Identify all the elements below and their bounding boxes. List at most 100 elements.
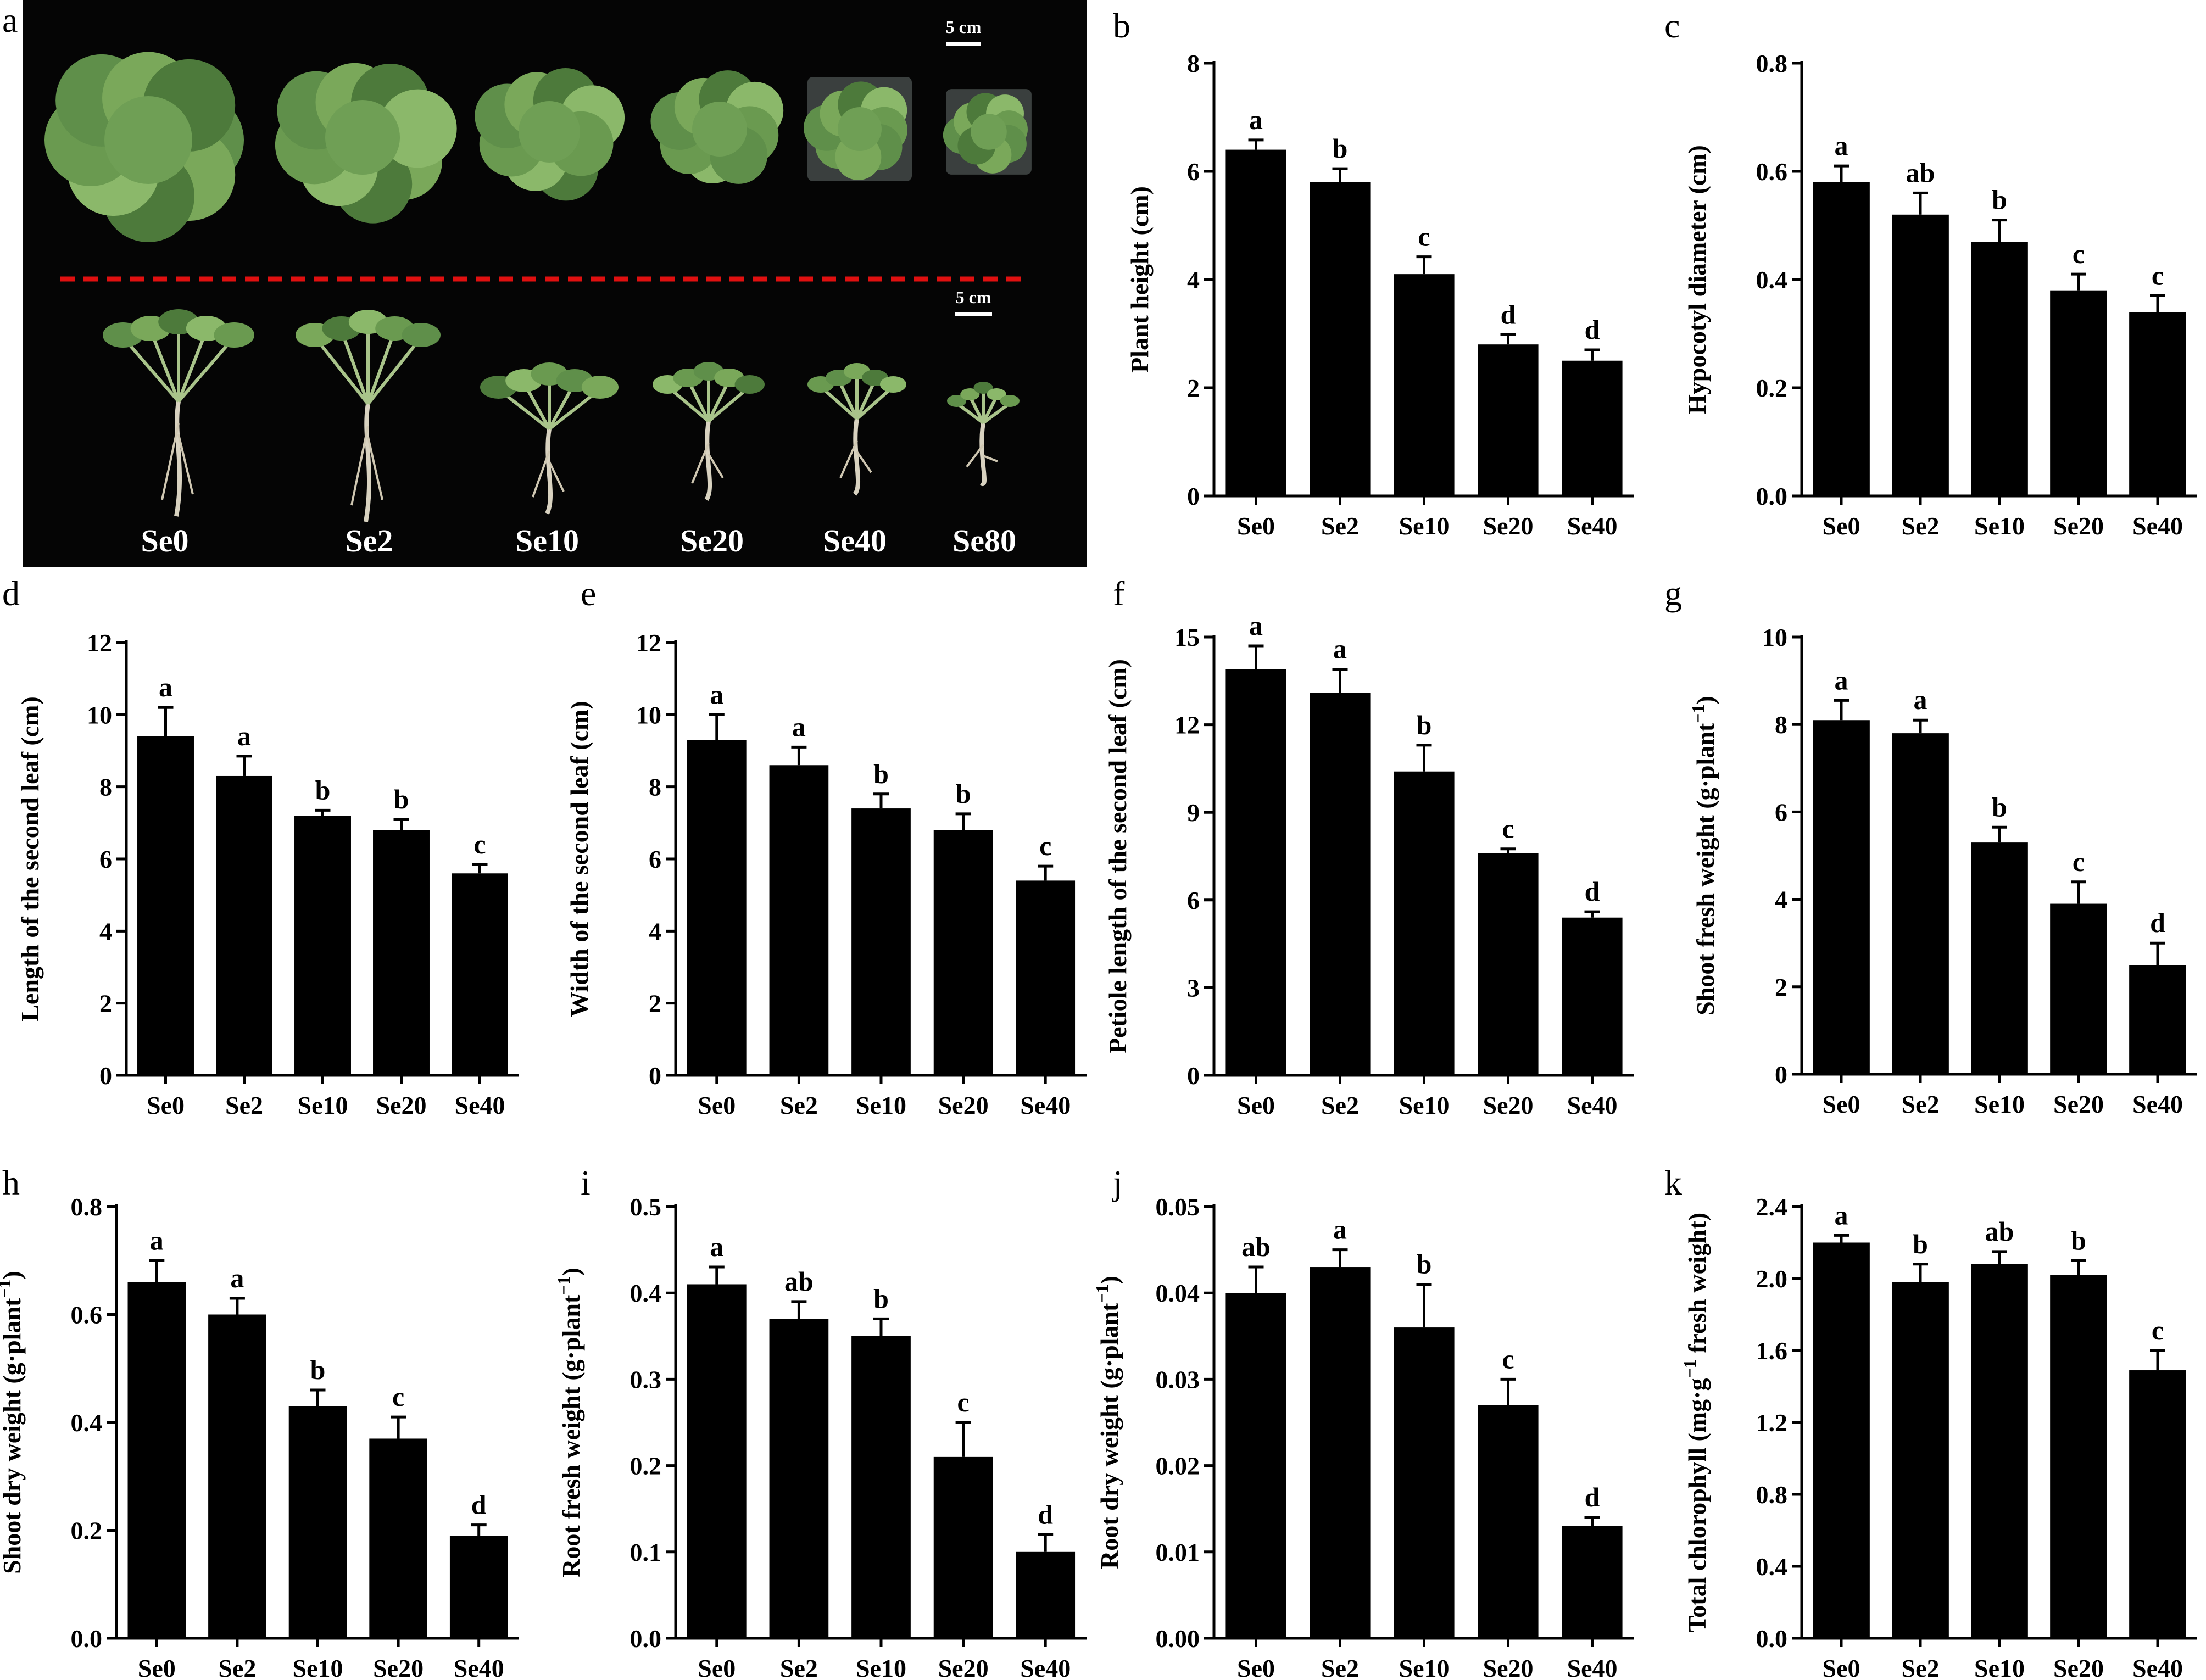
- significance-letter: d: [2150, 907, 2165, 938]
- y-tick-label: 0.03: [1156, 1365, 1200, 1393]
- bar-se2: [1892, 733, 1949, 1074]
- root-hairs: [966, 444, 998, 468]
- y-tick-label: 8: [649, 773, 661, 801]
- root: [704, 421, 712, 501]
- x-tick-label: Se40: [2132, 1654, 2183, 1680]
- y-tick-label: 0.04: [1156, 1279, 1200, 1307]
- x-tick-label: Se0: [1823, 1654, 1860, 1680]
- panel-a-photo: a 5 cm 5 cm Se0 Se2 Se10 Se20 Se40 Se80: [2, 0, 1087, 567]
- x-tick-label: Se0: [1237, 1654, 1275, 1680]
- significance-letter: a: [1835, 130, 1848, 161]
- x-tick-label: Se40: [1020, 1654, 1071, 1680]
- significance-letter: d: [1585, 876, 1600, 907]
- y-tick-label: 0: [1775, 1061, 1787, 1089]
- x-tick-label: Se10: [1974, 1654, 2025, 1680]
- significance-letter: b: [394, 784, 409, 814]
- significance-letter: b: [873, 1283, 889, 1314]
- leaf: [519, 101, 580, 163]
- y-tick-label: 2: [99, 990, 112, 1018]
- bar-se40: [1562, 917, 1623, 1075]
- y-tick-label: 0.8: [71, 1193, 103, 1221]
- y-tick-label: 0: [1187, 1062, 1200, 1090]
- y-tick-label: 6: [649, 845, 661, 873]
- bar-se40: [1016, 1551, 1076, 1638]
- chart-h: h 0.0 0.2 0.4 0.6 0.8 Shoot dry weight (g·plan…: [0, 1163, 519, 1680]
- bar-se0: [687, 740, 747, 1075]
- bar-se0: [1813, 1242, 1870, 1638]
- y-tick-label: 0.0: [71, 1625, 103, 1653]
- panel-letter-c: c: [1664, 6, 1680, 45]
- significance-letter: b: [315, 774, 331, 805]
- significance-letter: d: [1585, 1482, 1600, 1512]
- y-tick-label: 2: [1775, 973, 1787, 1001]
- petiole: [982, 395, 998, 424]
- x-tick-label: Se40: [2132, 1090, 2183, 1118]
- significance-letter: d: [471, 1489, 487, 1520]
- root: [364, 403, 372, 522]
- significance-letter: c: [473, 829, 486, 859]
- bar-se0: [1225, 669, 1286, 1075]
- leaf: [402, 323, 441, 347]
- bar-se2: [769, 765, 829, 1075]
- x-tick-label: Se2: [1902, 512, 1940, 540]
- leaf: [1000, 395, 1020, 407]
- petiole: [837, 379, 859, 420]
- bar-se20: [933, 830, 993, 1075]
- scale-label-bottom: 5 cm: [956, 287, 991, 307]
- significance-letter: b: [1417, 710, 1432, 740]
- leaf: [325, 100, 400, 175]
- x-tick-label: Se0: [147, 1091, 185, 1119]
- y-tick-label: 4: [1775, 886, 1787, 914]
- chart-c: c 0.0 0.2 0.4 0.6 0.8 Hypocotyl diameter (cm) a…: [1664, 6, 2197, 540]
- bar-se20: [1478, 344, 1539, 496]
- photo-label-se0: Se0: [141, 523, 189, 559]
- leaf: [734, 375, 765, 394]
- x-tick-label: Se40: [1020, 1091, 1071, 1119]
- bar-se2: [769, 1319, 829, 1638]
- bar-se10: [1394, 1327, 1455, 1638]
- y-tick-label: 15: [1174, 623, 1200, 651]
- y-tick-label: 1.6: [1756, 1337, 1788, 1365]
- chart-j: j 0.00 0.01 0.02 0.03 0.04 0.05 Root dry weight…: [1092, 1163, 1634, 1680]
- chart-d: d 0 2 4 6 8 10 12 Length of the second leaf (cm)…: [2, 574, 519, 1119]
- x-tick-label: Se20: [376, 1091, 427, 1119]
- x-tick-label: Se0: [1237, 1091, 1275, 1119]
- root-hairs: [161, 423, 194, 500]
- x-tick-label: Se20: [1483, 512, 1534, 540]
- seedling-5: [947, 382, 1020, 487]
- bar-se2: [208, 1314, 266, 1638]
- photo-label-se10: Se10: [515, 523, 579, 559]
- x-tick-label: Se0: [1823, 1090, 1860, 1118]
- x-tick-label: Se2: [218, 1654, 256, 1680]
- x-tick-label: Se0: [1237, 512, 1275, 540]
- x-tick-label: Se10: [1974, 512, 2025, 540]
- y-tick-label: 0.05: [1156, 1193, 1200, 1221]
- significance-letter: a: [1914, 684, 1928, 715]
- bar-se0: [687, 1284, 747, 1638]
- x-tick-label: Se0: [138, 1654, 176, 1680]
- x-tick-label: Se10: [1399, 1654, 1450, 1680]
- significance-letter: ab: [1241, 1231, 1271, 1262]
- bar-se10: [294, 816, 351, 1075]
- bar-se20: [369, 1438, 427, 1638]
- leaf: [692, 102, 747, 157]
- leaf: [838, 107, 882, 151]
- y-tick-label: 0.00: [1156, 1625, 1200, 1653]
- y-tick-label: 10: [1762, 623, 1787, 651]
- bar-se10: [1394, 274, 1455, 496]
- x-tick-label: Se20: [938, 1654, 989, 1680]
- chart-k: k 0.0 0.4 0.8 1.2 1.6 2.0 2.4 Total chlorophyll …: [1664, 1163, 2197, 1680]
- y-tick-label: 0.4: [1756, 266, 1788, 294]
- y-tick-label: 8: [99, 773, 112, 801]
- bar-se2: [1310, 693, 1371, 1075]
- y-axis-label: Width of the second leaf (cm): [565, 701, 593, 1017]
- y-tick-label: 0.4: [630, 1279, 662, 1307]
- bar-se2: [216, 775, 272, 1075]
- significance-letter: b: [1417, 1248, 1432, 1279]
- petiole: [366, 330, 397, 405]
- x-tick-label: Se40: [455, 1091, 505, 1119]
- petiole: [313, 336, 370, 405]
- x-tick-label: Se2: [1321, 512, 1359, 540]
- y-tick-label: 0.0: [1756, 1625, 1788, 1653]
- rosette-4: [804, 77, 912, 181]
